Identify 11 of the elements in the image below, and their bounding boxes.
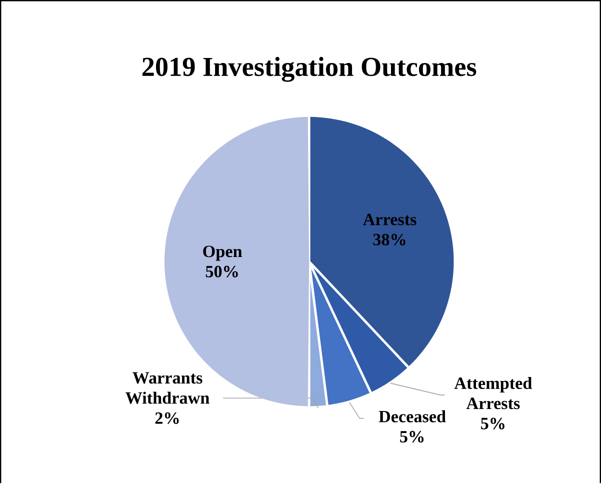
data-label: 5%	[481, 418, 504, 430]
slice-label: Deceased	[378, 410, 446, 423]
data-label: 38%	[373, 234, 406, 246]
data-label: 2%	[155, 412, 179, 424]
chart-title: 2019 Investigation Outcomes	[142, 57, 476, 82]
data-label: 50%	[206, 266, 238, 278]
slice-label: Open	[203, 246, 242, 261]
data-label: 5%	[400, 431, 424, 443]
slice-label: Arrests	[363, 214, 416, 226]
slice-label: Warrants Withdrawn	[126, 372, 210, 404]
slice-label: Attempted Arrests	[454, 377, 532, 410]
